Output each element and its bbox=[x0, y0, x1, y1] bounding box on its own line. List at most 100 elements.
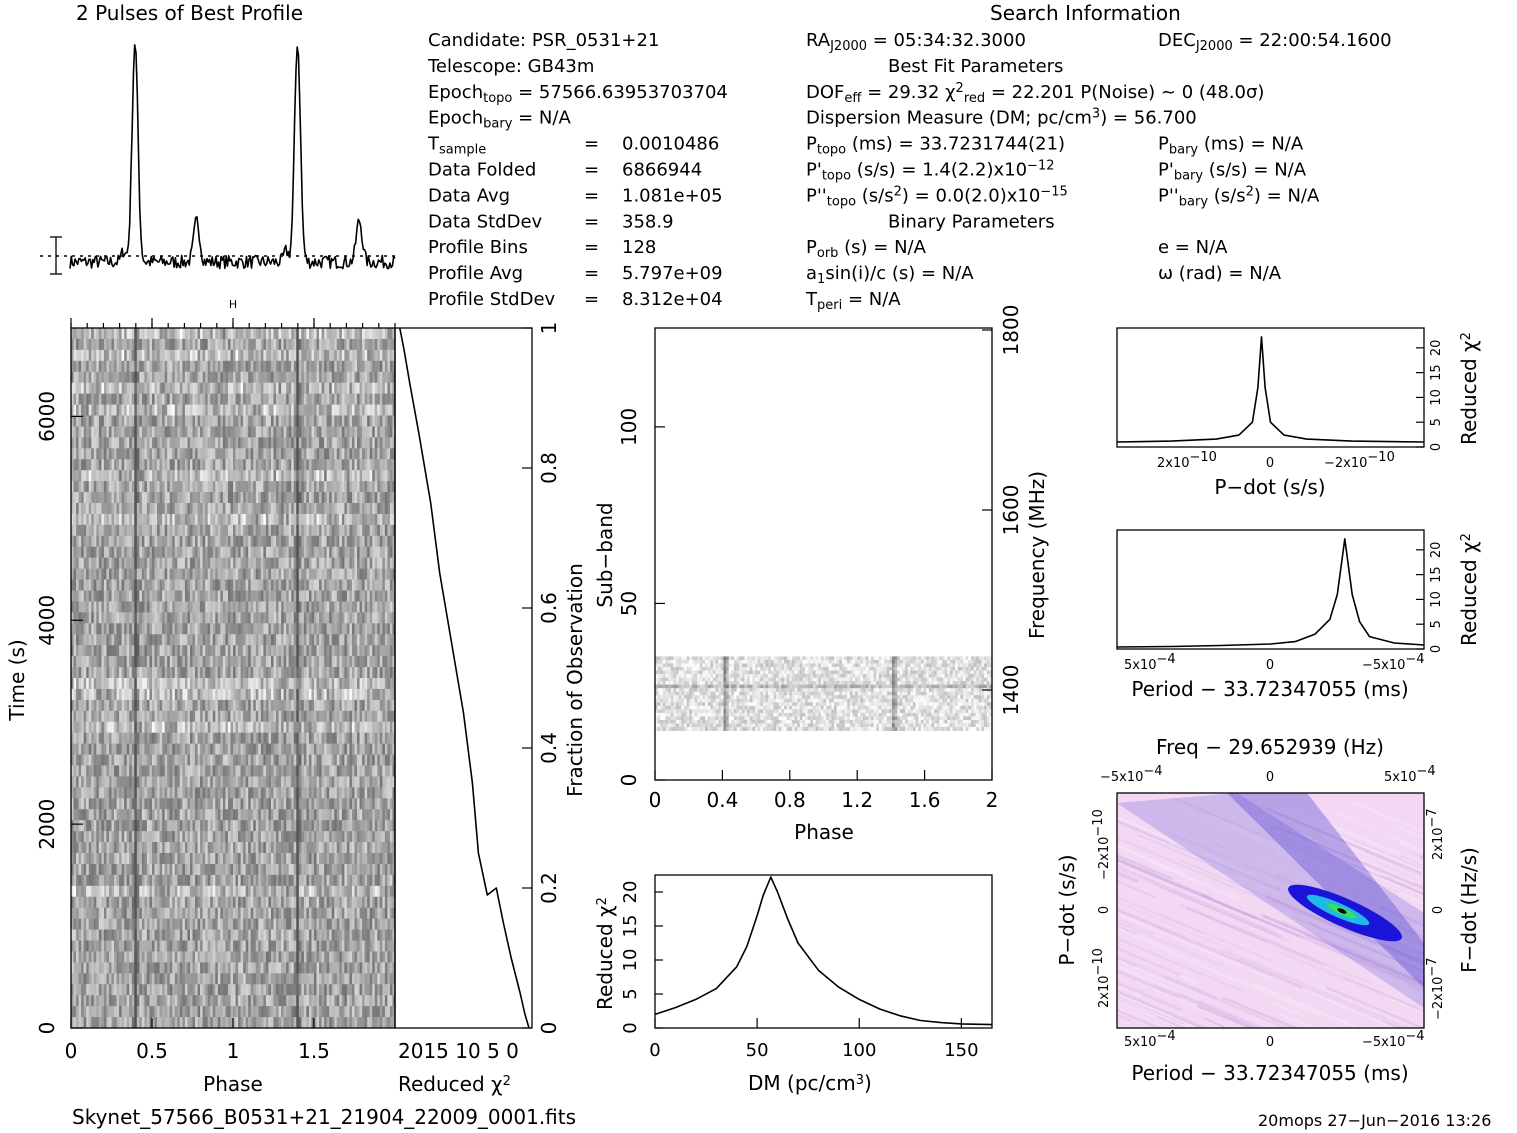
tp-cell bbox=[286, 448, 290, 460]
tp-cell bbox=[278, 732, 282, 745]
tp-cell bbox=[329, 667, 333, 679]
tp-cell bbox=[359, 645, 363, 657]
tp-cell bbox=[124, 437, 128, 449]
tp-cell bbox=[240, 634, 244, 646]
tp-cell bbox=[162, 656, 166, 668]
tp-cell bbox=[298, 667, 302, 679]
tp-cell bbox=[367, 393, 371, 405]
tp-cell bbox=[98, 328, 102, 340]
tp-cell bbox=[362, 710, 366, 723]
info-label-6: Data Avg bbox=[428, 185, 510, 206]
tp-cell bbox=[258, 579, 262, 591]
tp-cell bbox=[273, 535, 277, 548]
tp-cell bbox=[177, 349, 181, 362]
tp-cell bbox=[103, 710, 107, 723]
tp-cell bbox=[91, 503, 95, 515]
tp-cell bbox=[121, 699, 125, 712]
tp-cell bbox=[250, 371, 254, 384]
tp-cell bbox=[96, 601, 100, 613]
info-value-9: 5.797e+09 bbox=[622, 263, 723, 284]
tp-cell bbox=[240, 535, 244, 548]
tp-cell bbox=[101, 634, 105, 646]
tp-cell bbox=[146, 492, 150, 504]
tp-cell bbox=[321, 645, 325, 657]
tp-cell bbox=[230, 360, 234, 373]
tp-cell bbox=[243, 393, 247, 405]
tp-cell bbox=[76, 426, 79, 438]
tp-cell bbox=[126, 732, 130, 745]
tp-cell bbox=[78, 579, 82, 591]
tp-cell bbox=[136, 360, 140, 373]
tp-cell bbox=[169, 678, 173, 690]
tp-cell bbox=[344, 612, 348, 624]
tp-cell bbox=[377, 459, 381, 471]
tp-cell bbox=[354, 426, 358, 438]
tp-cell bbox=[73, 382, 77, 395]
tp-cell bbox=[382, 732, 386, 745]
tp-cell bbox=[88, 678, 92, 690]
tp-cell bbox=[296, 645, 300, 657]
tp-cell bbox=[291, 481, 295, 493]
tp-cell bbox=[260, 721, 264, 734]
tp-cell bbox=[288, 568, 292, 580]
tp-cell bbox=[202, 634, 206, 646]
tp-cell bbox=[162, 546, 166, 559]
tp-cell bbox=[248, 590, 252, 602]
tp-cell bbox=[276, 448, 279, 460]
tp-cell bbox=[311, 546, 315, 559]
tp-cell bbox=[116, 623, 120, 635]
tp-cell bbox=[276, 338, 279, 351]
tp-cell bbox=[296, 546, 300, 559]
tp-cell bbox=[91, 667, 95, 679]
tp-cell bbox=[357, 524, 360, 537]
tp-cell bbox=[114, 338, 117, 351]
tp-cell bbox=[372, 656, 376, 668]
tp-cell bbox=[114, 415, 117, 427]
tp-cell bbox=[387, 568, 391, 580]
tp-cell bbox=[240, 371, 244, 384]
tp-cell bbox=[250, 678, 254, 690]
tp-cell bbox=[233, 721, 236, 734]
tp-cell bbox=[276, 568, 279, 580]
tp-cell bbox=[172, 470, 176, 482]
tp-cell bbox=[164, 459, 168, 471]
tp-cell bbox=[96, 426, 100, 438]
tp-cell bbox=[78, 678, 82, 690]
tp-cell bbox=[81, 699, 85, 712]
tp-cell bbox=[382, 349, 386, 362]
tp-cell bbox=[179, 481, 183, 493]
tp-cell bbox=[149, 656, 153, 668]
tp-cell bbox=[301, 349, 305, 362]
tp-cell bbox=[200, 459, 204, 471]
tp-cell bbox=[321, 623, 325, 635]
tp-cell bbox=[126, 557, 130, 570]
tp-cell bbox=[301, 503, 305, 515]
tp-cell bbox=[207, 568, 211, 580]
tp-cell bbox=[217, 634, 221, 646]
tp-cell bbox=[116, 699, 120, 712]
tp-cell bbox=[179, 634, 183, 646]
tp-cell bbox=[293, 656, 297, 668]
tp-cell bbox=[152, 382, 155, 395]
tp-cell bbox=[205, 360, 209, 373]
tp-cell bbox=[334, 535, 338, 548]
tp-cell bbox=[319, 612, 322, 624]
tp-cell bbox=[103, 382, 107, 395]
tp-cell bbox=[139, 568, 143, 580]
tp-cell bbox=[374, 371, 378, 384]
tp-cell bbox=[253, 415, 257, 427]
tp-cell bbox=[296, 667, 300, 679]
tp-cell bbox=[157, 688, 160, 701]
epoch-topo-line-part: topo bbox=[483, 91, 512, 106]
tp-cell bbox=[374, 678, 378, 690]
tp-cell bbox=[344, 404, 348, 416]
tp-cell bbox=[250, 656, 254, 668]
tp-cell bbox=[245, 503, 249, 515]
tp-cell bbox=[369, 492, 373, 504]
tp-cell bbox=[389, 492, 393, 504]
tp-cell bbox=[230, 732, 234, 745]
tp-cell bbox=[301, 360, 305, 373]
tp-cell bbox=[369, 557, 373, 570]
tp-cell bbox=[195, 459, 198, 471]
tp-cell bbox=[144, 492, 148, 504]
